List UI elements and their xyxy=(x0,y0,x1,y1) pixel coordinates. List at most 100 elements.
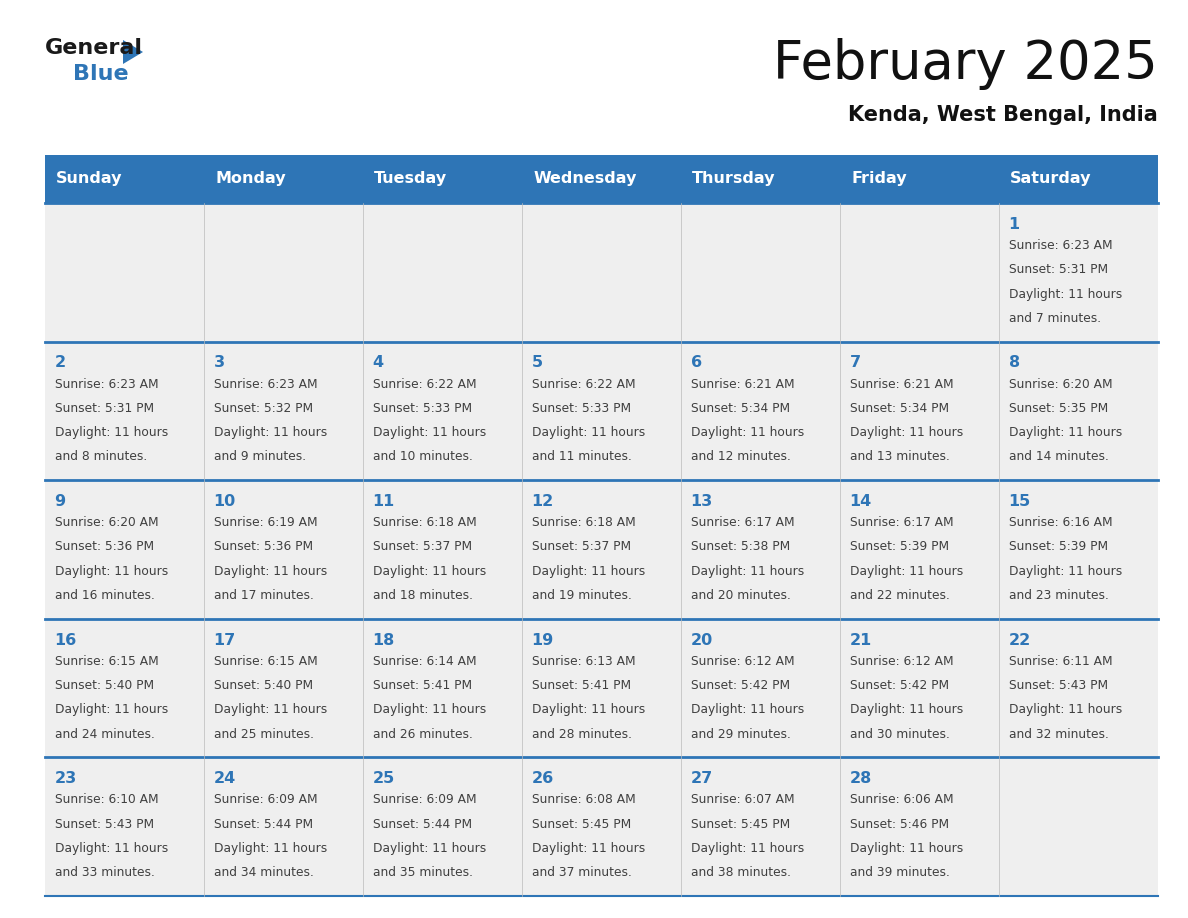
Text: Daylight: 11 hours: Daylight: 11 hours xyxy=(690,842,804,855)
Text: Daylight: 11 hours: Daylight: 11 hours xyxy=(55,426,168,439)
Text: and 26 minutes.: and 26 minutes. xyxy=(373,728,473,741)
Bar xyxy=(204,155,364,203)
Text: Daylight: 11 hours: Daylight: 11 hours xyxy=(849,842,962,855)
Text: February 2025: February 2025 xyxy=(773,38,1158,90)
Bar xyxy=(522,480,681,619)
Text: Daylight: 11 hours: Daylight: 11 hours xyxy=(214,426,327,439)
Text: 5: 5 xyxy=(531,355,543,371)
Text: Sunset: 5:39 PM: Sunset: 5:39 PM xyxy=(849,541,949,554)
Text: Daylight: 11 hours: Daylight: 11 hours xyxy=(1009,565,1121,577)
Bar xyxy=(681,155,840,203)
Text: and 22 minutes.: and 22 minutes. xyxy=(849,589,949,602)
Text: 26: 26 xyxy=(531,771,554,786)
Text: Daylight: 11 hours: Daylight: 11 hours xyxy=(373,703,486,716)
Text: and 32 minutes.: and 32 minutes. xyxy=(1009,728,1108,741)
Text: Daylight: 11 hours: Daylight: 11 hours xyxy=(1009,703,1121,716)
Text: Sunrise: 6:14 AM: Sunrise: 6:14 AM xyxy=(373,655,476,667)
Text: Daylight: 11 hours: Daylight: 11 hours xyxy=(55,703,168,716)
Bar xyxy=(681,341,840,480)
Text: Sunrise: 6:09 AM: Sunrise: 6:09 AM xyxy=(373,793,476,806)
Text: Sunset: 5:31 PM: Sunset: 5:31 PM xyxy=(55,402,153,415)
Text: Sunrise: 6:11 AM: Sunrise: 6:11 AM xyxy=(1009,655,1112,667)
Text: Sunrise: 6:19 AM: Sunrise: 6:19 AM xyxy=(214,516,317,530)
Bar xyxy=(522,341,681,480)
Bar xyxy=(681,757,840,896)
Bar xyxy=(681,480,840,619)
Text: and 28 minutes.: and 28 minutes. xyxy=(531,728,632,741)
Text: Sunset: 5:45 PM: Sunset: 5:45 PM xyxy=(690,818,790,831)
Text: Sunset: 5:46 PM: Sunset: 5:46 PM xyxy=(849,818,949,831)
Bar xyxy=(364,619,522,757)
Text: Sunset: 5:36 PM: Sunset: 5:36 PM xyxy=(55,541,153,554)
Bar xyxy=(522,203,681,341)
Text: Sunrise: 6:13 AM: Sunrise: 6:13 AM xyxy=(531,655,636,667)
Text: Monday: Monday xyxy=(215,172,286,186)
Text: Sunset: 5:39 PM: Sunset: 5:39 PM xyxy=(1009,541,1107,554)
Text: and 17 minutes.: and 17 minutes. xyxy=(214,589,314,602)
Text: and 19 minutes.: and 19 minutes. xyxy=(531,589,631,602)
Text: 18: 18 xyxy=(373,633,394,648)
Bar xyxy=(204,619,364,757)
Text: Sunrise: 6:21 AM: Sunrise: 6:21 AM xyxy=(690,377,794,391)
Text: 9: 9 xyxy=(55,494,65,509)
Text: and 14 minutes.: and 14 minutes. xyxy=(1009,451,1108,464)
Text: Daylight: 11 hours: Daylight: 11 hours xyxy=(55,842,168,855)
Text: and 20 minutes.: and 20 minutes. xyxy=(690,589,790,602)
Text: Sunset: 5:33 PM: Sunset: 5:33 PM xyxy=(373,402,472,415)
Text: Sunrise: 6:21 AM: Sunrise: 6:21 AM xyxy=(849,377,953,391)
Text: Sunset: 5:44 PM: Sunset: 5:44 PM xyxy=(214,818,312,831)
Text: Sunrise: 6:07 AM: Sunrise: 6:07 AM xyxy=(690,793,794,806)
Text: Sunset: 5:31 PM: Sunset: 5:31 PM xyxy=(1009,263,1107,276)
Text: Kenda, West Bengal, India: Kenda, West Bengal, India xyxy=(848,105,1158,125)
Text: 16: 16 xyxy=(55,633,77,648)
Polygon shape xyxy=(124,40,143,64)
Text: Sunset: 5:36 PM: Sunset: 5:36 PM xyxy=(214,541,312,554)
Text: Daylight: 11 hours: Daylight: 11 hours xyxy=(214,703,327,716)
Text: 2: 2 xyxy=(55,355,65,371)
Text: Sunrise: 6:16 AM: Sunrise: 6:16 AM xyxy=(1009,516,1112,530)
Text: and 11 minutes.: and 11 minutes. xyxy=(531,451,631,464)
Bar xyxy=(45,480,204,619)
Text: Daylight: 11 hours: Daylight: 11 hours xyxy=(531,842,645,855)
Text: 22: 22 xyxy=(1009,633,1031,648)
Text: 8: 8 xyxy=(1009,355,1019,371)
Bar xyxy=(840,155,999,203)
Text: General: General xyxy=(45,38,143,58)
Text: Daylight: 11 hours: Daylight: 11 hours xyxy=(55,565,168,577)
Text: Sunrise: 6:12 AM: Sunrise: 6:12 AM xyxy=(690,655,794,667)
Bar xyxy=(999,341,1158,480)
Text: Sunset: 5:34 PM: Sunset: 5:34 PM xyxy=(849,402,949,415)
Text: and 33 minutes.: and 33 minutes. xyxy=(55,867,154,879)
Bar xyxy=(204,480,364,619)
Text: Sunrise: 6:23 AM: Sunrise: 6:23 AM xyxy=(55,377,158,391)
Bar xyxy=(999,757,1158,896)
Text: Sunset: 5:38 PM: Sunset: 5:38 PM xyxy=(690,541,790,554)
Text: Sunrise: 6:23 AM: Sunrise: 6:23 AM xyxy=(214,377,317,391)
Text: Sunset: 5:43 PM: Sunset: 5:43 PM xyxy=(55,818,153,831)
Text: Sunrise: 6:20 AM: Sunrise: 6:20 AM xyxy=(1009,377,1112,391)
Text: Daylight: 11 hours: Daylight: 11 hours xyxy=(849,426,962,439)
Text: Daylight: 11 hours: Daylight: 11 hours xyxy=(690,426,804,439)
Bar xyxy=(840,757,999,896)
Text: Sunrise: 6:12 AM: Sunrise: 6:12 AM xyxy=(849,655,953,667)
Bar xyxy=(45,155,204,203)
Text: Sunrise: 6:22 AM: Sunrise: 6:22 AM xyxy=(373,377,476,391)
Text: 25: 25 xyxy=(373,771,394,786)
Text: Daylight: 11 hours: Daylight: 11 hours xyxy=(690,703,804,716)
Text: 1: 1 xyxy=(1009,217,1019,232)
Text: Daylight: 11 hours: Daylight: 11 hours xyxy=(849,565,962,577)
Text: and 13 minutes.: and 13 minutes. xyxy=(849,451,949,464)
Bar xyxy=(999,480,1158,619)
Text: Sunset: 5:37 PM: Sunset: 5:37 PM xyxy=(531,541,631,554)
Text: 24: 24 xyxy=(214,771,235,786)
Bar xyxy=(999,155,1158,203)
Text: and 23 minutes.: and 23 minutes. xyxy=(1009,589,1108,602)
Text: and 12 minutes.: and 12 minutes. xyxy=(690,451,790,464)
Text: 10: 10 xyxy=(214,494,235,509)
Text: 13: 13 xyxy=(690,494,713,509)
Text: Sunday: Sunday xyxy=(56,172,122,186)
Text: Sunset: 5:43 PM: Sunset: 5:43 PM xyxy=(1009,679,1107,692)
Text: Daylight: 11 hours: Daylight: 11 hours xyxy=(849,703,962,716)
Text: Sunrise: 6:23 AM: Sunrise: 6:23 AM xyxy=(1009,239,1112,252)
Text: Sunset: 5:32 PM: Sunset: 5:32 PM xyxy=(214,402,312,415)
